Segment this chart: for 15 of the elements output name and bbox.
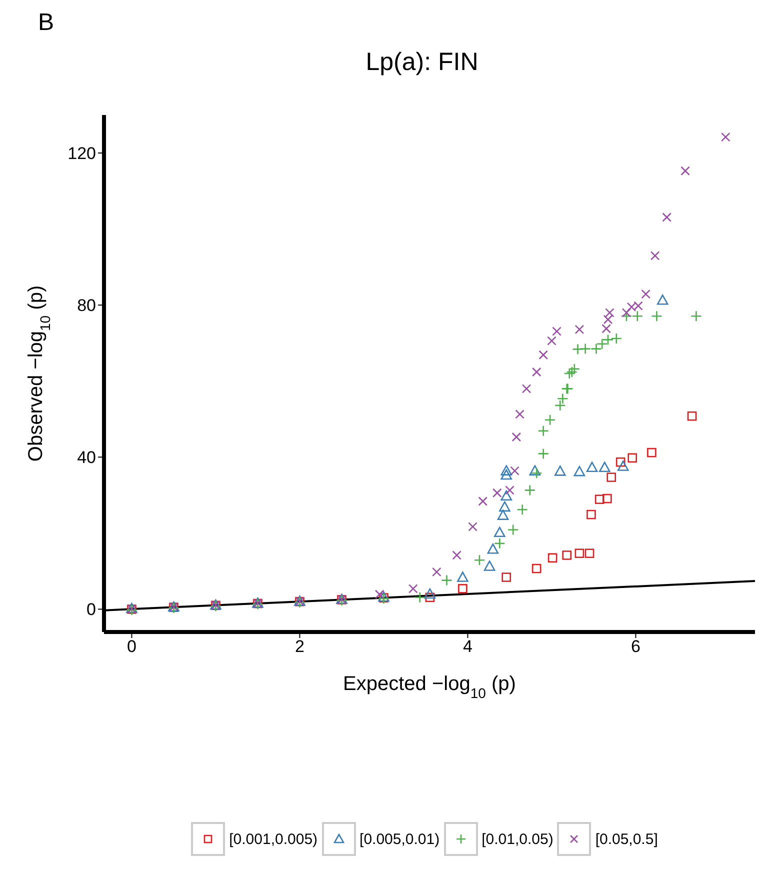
x-tick-label: 6 — [630, 637, 640, 656]
x-tick-label: 4 — [462, 637, 472, 656]
y-tick-label: 120 — [68, 144, 96, 164]
x-axis-title: Expected −log$_{10}$ (p) — [343, 673, 516, 701]
y-tick-label: 0 — [86, 600, 96, 620]
legend-label: [0.005,0.01) — [360, 830, 440, 848]
y-tick-label: 40 — [77, 448, 96, 468]
y-tick-label: 80 — [77, 296, 96, 316]
x-tick-label: 2 — [294, 637, 304, 656]
legend-label: [0.001,0.005) — [229, 830, 318, 848]
text: B — [38, 9, 54, 36]
legend-label: [0.01,0.05) — [482, 830, 554, 848]
chart-title: Lp(a): FIN — [366, 48, 478, 76]
x-tick-label: 0 — [126, 637, 136, 656]
legend-label: [0.05,0.5] — [595, 830, 658, 848]
